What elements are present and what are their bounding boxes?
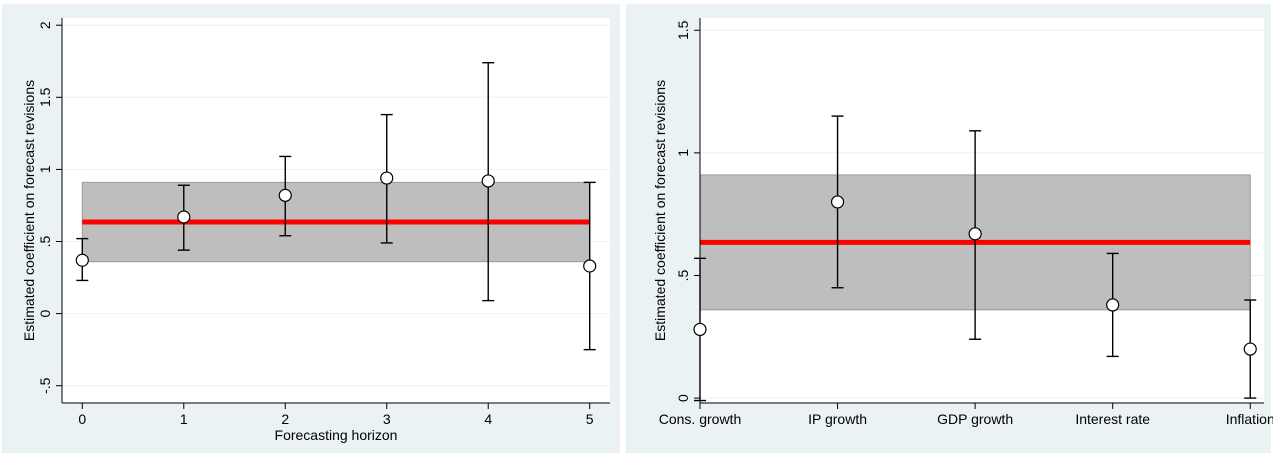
y-tick-label: 1 (675, 149, 691, 157)
x-tick-label: Interest rate (1075, 411, 1150, 427)
x-tick-label: Inflation (1226, 411, 1273, 427)
y-tick-label: 1 (37, 165, 53, 173)
x-tick-label: 1 (180, 411, 188, 427)
y-tick-label: .5 (675, 269, 691, 281)
x-tick-label: 0 (78, 411, 86, 427)
x-tick-label: 2 (281, 411, 289, 427)
y-tick-label: 2 (37, 21, 53, 29)
point-estimate (278, 188, 292, 202)
chart-panel-2: 0 .5 1 1.5 Cons. growth IP growth GDP growth In… (626, 4, 1273, 453)
point-estimate (830, 195, 845, 209)
y-axis-title: Estimated coefficient on forecast revisi… (21, 80, 37, 341)
y-tick-label: 1.5 (675, 20, 691, 40)
point-estimate (380, 171, 394, 185)
y-tick-label: -.5 (37, 377, 53, 394)
x-tick-label: GDP growth (937, 411, 1013, 427)
y-tick-label: 0 (37, 309, 53, 317)
chart-panel-1: -.5 0 .5 1 1.5 2 0 1 2 3 4 5 Estimated coefficient o… (2, 4, 620, 453)
point-estimate (177, 210, 191, 224)
point-estimate (75, 253, 89, 267)
x-tick-label: 4 (484, 411, 492, 427)
y-axis-title: Estimated coefficient on forecast revisi… (652, 80, 668, 341)
point-estimate (481, 174, 495, 188)
x-tick-label: 5 (586, 411, 594, 427)
x-axis-title: Forecasting horizon (275, 427, 398, 443)
x-tick-label: IP growth (808, 411, 867, 427)
point-estimate (968, 227, 982, 241)
x-tick-label: Cons. growth (659, 411, 741, 427)
y-tick-label: 0 (675, 394, 691, 402)
x-tick-label: 3 (383, 411, 391, 427)
y-tick-label: 1.5 (37, 87, 53, 107)
point-estimate (583, 259, 597, 273)
point-estimate (1243, 342, 1257, 356)
y-tick-label: .5 (37, 235, 53, 247)
point-estimate (693, 322, 707, 337)
point-estimate (1106, 298, 1120, 312)
